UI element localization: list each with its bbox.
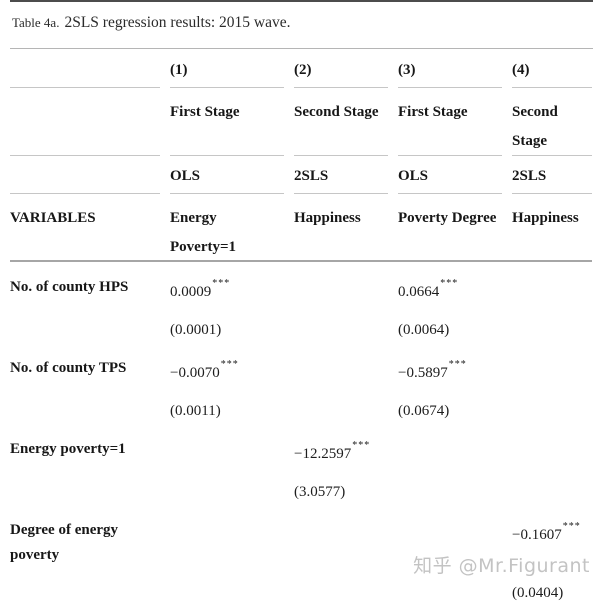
coefficient-value: −0.5897 [398, 365, 448, 381]
column-heading: (3) [398, 49, 502, 88]
table-row: (0.0404) [10, 568, 592, 606]
row-label: No. of county TPS [10, 360, 127, 376]
column-heading: OLS [170, 156, 284, 194]
row-label [10, 305, 160, 343]
column-heading: Happiness [512, 210, 579, 226]
header-body-divider [10, 260, 592, 262]
method-row: OLS 2SLS OLS 2SLS [10, 156, 592, 194]
table-title: 2SLS regression results: 2015 wave. [64, 14, 291, 31]
value-cell [512, 305, 592, 343]
value-cell [512, 343, 592, 386]
value-cell: 0.0009*** [170, 262, 284, 305]
value-cell: (0.0001) [170, 305, 284, 343]
column-heading [10, 88, 160, 156]
coefficient-value: 0.0009 [170, 284, 212, 300]
column-heading: First Stage [398, 88, 502, 156]
table-caption: Table 4a. 2SLS regression results: 2015 w… [10, 0, 593, 49]
value-cell: −0.0070*** [170, 343, 284, 386]
value-cell [294, 262, 388, 305]
row-label [10, 568, 160, 606]
significance-stars: *** [440, 278, 459, 289]
value-cell [170, 568, 284, 606]
value-cell [398, 568, 502, 606]
variables-heading: VARIABLES [10, 210, 96, 226]
coefficient-value: (0.0674) [398, 403, 450, 419]
coefficient-value: −0.1607 [512, 527, 562, 543]
value-cell: (3.0577) [294, 467, 388, 505]
coefficient-value: −12.2597 [294, 446, 352, 462]
table-row: (3.0577) [10, 467, 592, 505]
coefficient-value: 0.0664 [398, 284, 440, 300]
value-cell [398, 505, 502, 568]
coefficient-value: (0.0011) [170, 403, 221, 419]
value-cell [398, 424, 502, 467]
table-row: (0.0011) (0.0674) [10, 386, 592, 424]
value-cell [170, 424, 284, 467]
coefficient-value: (0.0064) [398, 322, 450, 338]
value-cell: (0.0674) [398, 386, 502, 424]
table-row: (0.0001) (0.0064) [10, 305, 592, 343]
value-cell [512, 424, 592, 467]
row-label [10, 467, 160, 505]
column-heading: Second Stage [512, 88, 592, 156]
value-cell [512, 262, 592, 305]
column-heading: Second Stage [294, 88, 388, 156]
column-heading: First Stage [170, 88, 284, 156]
row-label: Energy poverty=1 [10, 441, 126, 457]
column-heading: Energy Poverty=1 [170, 210, 237, 255]
column-heading: Happiness [294, 210, 361, 226]
table-row: Energy poverty=1 −12.2597*** [10, 424, 592, 467]
value-cell [294, 305, 388, 343]
table-row: Degree of energy poverty −0.1607*** [10, 505, 592, 568]
value-cell: −12.2597*** [294, 424, 388, 467]
value-cell [170, 467, 284, 505]
coefficient-value: (0.0001) [170, 322, 222, 338]
coefficient-value: (0.0404) [512, 585, 564, 601]
value-cell [398, 467, 502, 505]
column-heading: 2SLS [512, 156, 592, 194]
variables-row: VARIABLES Energy Poverty=1 Happiness Povert… [10, 194, 592, 260]
value-cell: (0.0011) [170, 386, 284, 424]
significance-stars: *** [448, 359, 467, 370]
column-heading [10, 156, 160, 194]
column-number-row: (1) (2) (3) (4) [10, 49, 592, 88]
coefficient-value: −0.0070 [170, 365, 220, 381]
value-cell [170, 505, 284, 568]
table-header-rows: (1) (2) (3) (4) First Stage Second Stage First… [0, 49, 600, 260]
value-cell: −0.1607*** [512, 505, 592, 568]
column-heading [10, 49, 160, 88]
table-row: No. of county TPS −0.0070*** −0.5897*** [10, 343, 592, 386]
column-heading: (1) [170, 49, 284, 88]
significance-stars: *** [220, 359, 239, 370]
row-label: Degree of energy poverty [10, 522, 119, 563]
value-cell [512, 467, 592, 505]
table-row: No. of county HPS 0.0009*** 0.0664*** [10, 262, 592, 305]
value-cell: (0.0064) [398, 305, 502, 343]
coefficient-value: (3.0577) [294, 484, 346, 500]
value-cell [294, 343, 388, 386]
column-heading: Poverty Degree [398, 210, 497, 226]
value-cell [294, 505, 388, 568]
column-heading: (4) [512, 49, 592, 88]
column-heading: OLS [398, 156, 502, 194]
significance-stars: *** [562, 521, 581, 532]
column-heading: 2SLS [294, 156, 388, 194]
column-heading: (2) [294, 49, 388, 88]
value-cell [512, 386, 592, 424]
stage-row: First Stage Second Stage First Stage Second… [10, 88, 592, 156]
table-number-label: Table 4a. [12, 15, 60, 30]
table-body-rows: No. of county HPS 0.0009*** 0.0664*** (0.00… [0, 262, 600, 606]
significance-stars: *** [352, 440, 371, 451]
value-cell [294, 568, 388, 606]
value-cell [294, 386, 388, 424]
value-cell: −0.5897*** [398, 343, 502, 386]
value-cell: 0.0664*** [398, 262, 502, 305]
row-label [10, 386, 160, 424]
value-cell: (0.0404) [512, 568, 592, 606]
significance-stars: *** [212, 278, 231, 289]
row-label: No. of county HPS [10, 279, 129, 295]
